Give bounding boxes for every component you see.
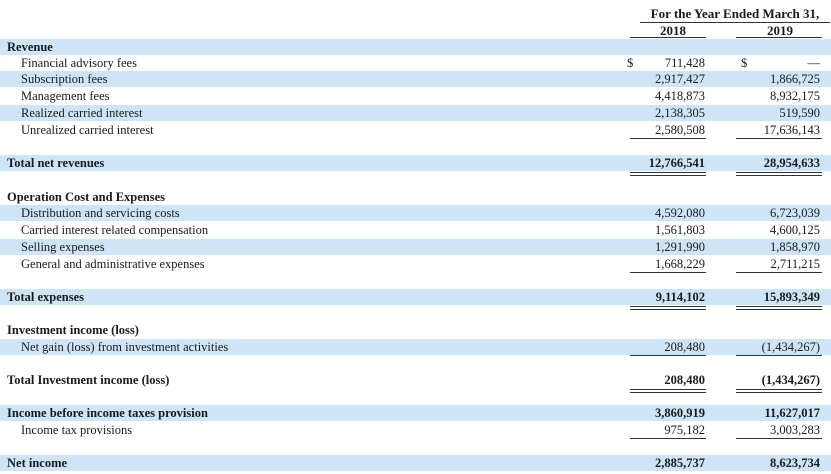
year-2019-header: 2019 — [767, 23, 793, 38]
value-2019: 28,954,633 — [763, 156, 820, 170]
row-label: Financial advisory fees — [21, 56, 137, 70]
subtotal-rule — [736, 355, 822, 356]
value-2019: 519,590 — [779, 106, 820, 120]
currency-symbol: $ — [741, 56, 748, 70]
value-2018: 2,580,508 — [655, 123, 705, 137]
table-row: Subscription fees 2,917,427 1,866,725 — [0, 71, 831, 87]
total-investment-row: Total Investment income (loss) 208,480 (… — [0, 372, 831, 388]
value-2018: 2,138,305 — [655, 106, 705, 120]
value-2019: 3,003,283 — [770, 423, 820, 437]
total-revenues-label: Total net revenues — [7, 156, 105, 170]
value-2018: 3,860,919 — [655, 406, 705, 420]
expenses-heading-row: Operation Cost and Expenses — [0, 189, 831, 205]
income-tax-label: Income tax provisions — [21, 423, 133, 437]
investment-heading: Investment income (loss) — [7, 323, 139, 337]
row-label: General and administrative expenses — [21, 257, 205, 271]
value-2018: 12,766,541 — [648, 156, 705, 170]
double-rule — [630, 306, 706, 310]
value-2019: — — [807, 56, 821, 70]
double-rule — [630, 389, 706, 393]
table-row: Management fees 4,418,873 8,932,175 — [0, 88, 831, 104]
value-2019: 6,723,039 — [770, 206, 820, 220]
year-2018-rule — [630, 37, 706, 38]
value-2019: (1,434,267) — [761, 373, 820, 387]
investment-heading-row: Investment income (loss) — [0, 322, 831, 338]
row-label: Selling expenses — [21, 240, 105, 254]
table-row: Realized carried interest 2,138,305 519,… — [0, 105, 831, 121]
currency-symbol: $ — [627, 56, 634, 70]
value-2018: 711,428 — [664, 56, 705, 70]
total-expenses-row: Total expenses 9,114,102 15,893,349 — [0, 289, 831, 305]
year-2019-rule — [736, 37, 822, 38]
expenses-heading: Operation Cost and Expenses — [7, 190, 166, 204]
revenue-heading-row: Revenue — [0, 39, 831, 55]
table-row: Carried interest related compensation 1,… — [0, 222, 831, 238]
value-2018: 1,291,990 — [655, 240, 705, 254]
value-2019: 8,932,175 — [770, 89, 820, 103]
subtotal-rule — [736, 438, 822, 439]
value-2018: 208,480 — [664, 373, 705, 387]
value-2019: 17,636,143 — [763, 123, 820, 137]
table-row: Financial advisory fees $ 711,428 $ — — [0, 55, 831, 71]
value-2018: 208,480 — [664, 340, 705, 354]
value-2018: 4,592,080 — [655, 206, 705, 220]
value-2019: 11,627,017 — [764, 406, 820, 420]
value-2019: 8,623,734 — [770, 456, 820, 470]
value-2018: 2,917,427 — [655, 72, 705, 86]
subtotal-rule — [630, 438, 706, 439]
row-label: Distribution and servicing costs — [21, 206, 180, 220]
row-label: Unrealized carried interest — [21, 123, 154, 137]
double-rule — [736, 306, 822, 310]
value-2018: 1,668,229 — [655, 257, 705, 271]
value-2019: 4,600,125 — [770, 223, 820, 237]
value-2018: 975,182 — [664, 423, 705, 437]
subtotal-rule — [630, 138, 706, 139]
total-revenues-row: Total net revenues 12,766,541 28,954,633 — [0, 155, 831, 171]
total-expenses-label: Total expenses — [7, 290, 84, 304]
subtotal-rule — [630, 272, 706, 273]
table-row: Distribution and servicing costs 4,592,0… — [0, 205, 831, 221]
value-2019: 1,866,725 — [770, 72, 820, 86]
value-2019: 2,711,215 — [770, 257, 820, 271]
table-row: General and administrative expenses 1,66… — [0, 256, 831, 272]
value-2019: 1,858,970 — [770, 240, 820, 254]
net-income-label: Net income — [7, 456, 68, 470]
row-label: Subscription fees — [21, 72, 108, 86]
pretax-income-row: Income before income taxes provision 3,8… — [0, 405, 831, 421]
subtotal-rule — [630, 355, 706, 356]
revenue-heading: Revenue — [7, 40, 53, 54]
value-2018: 1,561,803 — [655, 223, 705, 237]
year-2018-header: 2018 — [660, 23, 686, 38]
row-label: Management fees — [21, 89, 110, 103]
value-2018: 4,418,873 — [655, 89, 705, 103]
table-row: Net gain (loss) from investment activiti… — [0, 339, 831, 355]
value-2019: 15,893,349 — [763, 290, 820, 304]
table-row: Unrealized carried interest 2,580,508 17… — [0, 122, 831, 138]
row-label: Realized carried interest — [21, 106, 143, 120]
period-title: For the Year Ended March 31, — [650, 6, 820, 21]
income-tax-row: Income tax provisions 975,182 3,003,283 — [0, 422, 831, 438]
double-rule — [736, 389, 822, 393]
pretax-income-label: Income before income taxes provision — [7, 406, 208, 420]
row-label: Carried interest related compensation — [21, 223, 209, 237]
value-2019: (1,434,267) — [761, 340, 820, 354]
row-label: Net gain (loss) from investment activiti… — [21, 340, 229, 354]
subtotal-rule — [736, 138, 822, 139]
period-title-rule — [640, 22, 830, 23]
subtotal-rule — [736, 272, 822, 273]
value-2018: 9,114,102 — [655, 290, 705, 304]
total-investment-label: Total Investment income (loss) — [7, 373, 170, 387]
value-2018: 2,885,737 — [655, 456, 705, 470]
double-rule — [736, 172, 822, 176]
table-row: Selling expenses 1,291,990 1,858,970 — [0, 239, 831, 255]
double-rule — [630, 172, 706, 176]
net-income-row: Net income 2,885,737 8,623,734 — [0, 455, 831, 471]
